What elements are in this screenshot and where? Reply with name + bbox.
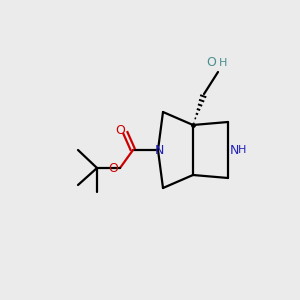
Text: H: H [219, 58, 227, 68]
Text: N: N [154, 143, 164, 157]
Text: O: O [115, 124, 125, 137]
Text: H: H [238, 145, 246, 155]
Text: O: O [108, 163, 118, 176]
Text: O: O [206, 56, 216, 69]
Text: N: N [230, 143, 239, 157]
